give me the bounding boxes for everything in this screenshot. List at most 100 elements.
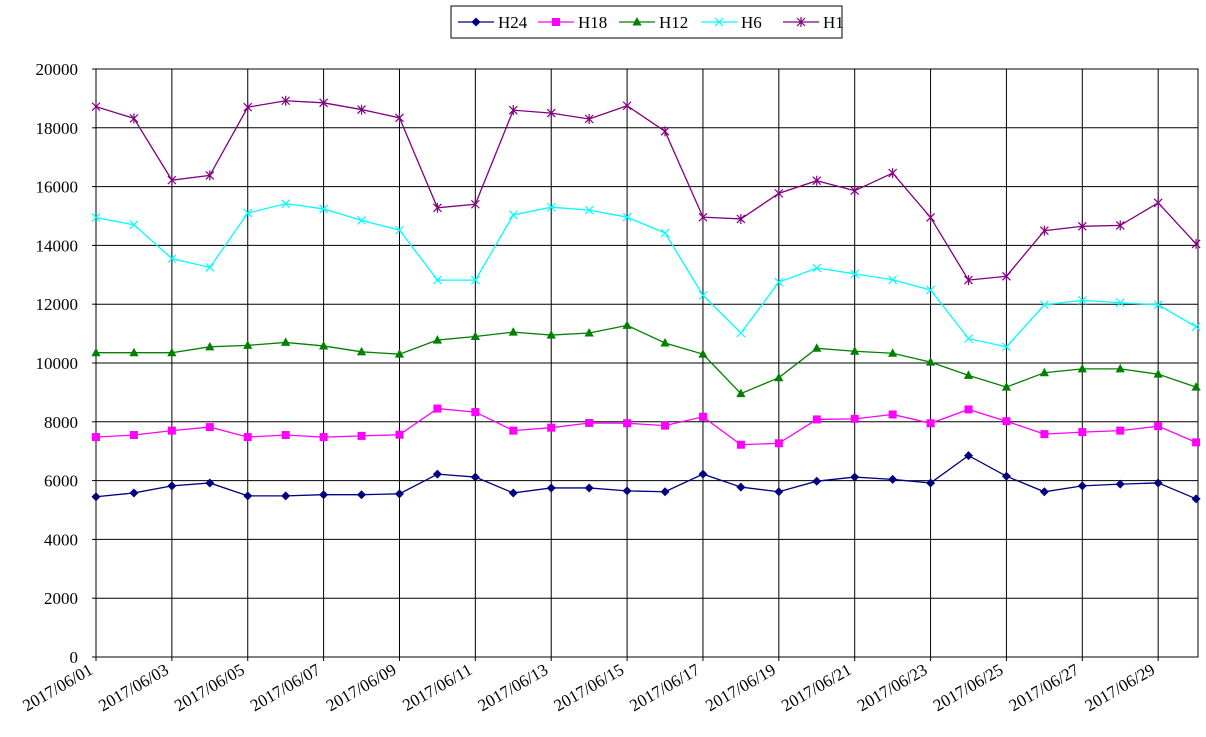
- data-point: [584, 328, 594, 337]
- data-point: [964, 275, 973, 286]
- data-point: [167, 254, 177, 264]
- data-point: [319, 204, 329, 214]
- data-point: [546, 202, 556, 212]
- legend-label: H6: [741, 13, 762, 32]
- data-point: [736, 388, 746, 398]
- data-point: [281, 337, 291, 346]
- x-tick-label: 2017/06/05: [171, 660, 248, 715]
- legend-label: H24: [498, 13, 528, 32]
- data-point: [812, 415, 821, 424]
- data-point: [243, 433, 252, 442]
- data-point: [622, 320, 632, 329]
- data-point: [963, 451, 973, 461]
- data-point: [281, 491, 291, 501]
- data-point: [774, 277, 784, 287]
- legend-marker: [471, 17, 481, 27]
- data-point: [547, 423, 556, 432]
- data-point: [964, 334, 973, 344]
- data-point: [1115, 220, 1125, 231]
- data-point: [964, 405, 973, 414]
- data-point: [91, 101, 101, 112]
- data-point: [432, 335, 443, 344]
- data-point: [1077, 221, 1087, 232]
- y-tick-label: 14000: [36, 236, 79, 255]
- data-point: [357, 431, 366, 440]
- data-point: [432, 202, 442, 213]
- data-point: [584, 113, 594, 124]
- data-point: [1153, 197, 1163, 208]
- x-tick-label: 2017/06/13: [475, 660, 552, 715]
- y-tick-label: 6000: [44, 472, 78, 491]
- data-point: [1115, 363, 1125, 373]
- x-tick-label: 2017/06/07: [247, 660, 324, 715]
- x-tick-label: 2017/06/23: [854, 660, 931, 715]
- data-point: [470, 275, 480, 285]
- legend-item-h1: H1: [783, 13, 844, 32]
- y-tick-label: 20000: [36, 60, 79, 79]
- data-point: [281, 431, 290, 440]
- data-point: [774, 439, 783, 448]
- x-axis: 2017/06/01 2017/06/03 2017/06/05 2017/06/07…: [19, 657, 1159, 715]
- data-point: [1115, 298, 1125, 308]
- y-tick-label: 0: [70, 648, 79, 667]
- data-point: [1191, 382, 1201, 391]
- data-point: [1153, 300, 1163, 310]
- data-point: [1078, 428, 1087, 437]
- data-point: [91, 492, 101, 502]
- grid-lines: [95, 68, 1199, 658]
- x-tick-label: 2017/06/29: [1082, 660, 1159, 715]
- data-point: [432, 469, 442, 479]
- data-point: [433, 404, 442, 413]
- data-point: [926, 285, 935, 295]
- data-point: [812, 175, 822, 186]
- data-point: [926, 212, 935, 223]
- data-point: [812, 343, 822, 352]
- data-point: [1039, 487, 1049, 497]
- data-point: [660, 487, 670, 497]
- data-point: [1039, 367, 1049, 377]
- data-point: [1191, 238, 1201, 249]
- data-point: [1077, 363, 1087, 373]
- data-point: [1153, 478, 1163, 488]
- data-point: [395, 112, 404, 123]
- data-point: [432, 275, 442, 285]
- data-point: [281, 199, 291, 209]
- data-point: [888, 168, 898, 179]
- data-point: [319, 433, 328, 442]
- data-point: [585, 418, 594, 427]
- data-point: [167, 481, 177, 491]
- series-line: [95, 407, 1197, 446]
- data-point: [319, 340, 329, 350]
- data-point: [470, 472, 480, 482]
- data-point: [357, 215, 366, 225]
- data-point: [357, 104, 366, 115]
- data-point: [963, 370, 974, 379]
- data-point: [926, 478, 936, 488]
- data-point: [850, 414, 859, 423]
- data-point: [205, 341, 215, 351]
- data-point: [774, 188, 784, 199]
- data-point: [584, 205, 594, 215]
- x-tick-label: 2017/06/09: [323, 660, 400, 715]
- data-point: [736, 328, 746, 338]
- legend-label: H12: [659, 13, 688, 32]
- data-point: [129, 431, 138, 440]
- legend-item-h24: H24: [458, 13, 528, 32]
- x-tick-label: 2017/06/25: [930, 660, 1007, 715]
- x-tick-label: 2017/06/21: [778, 660, 855, 715]
- y-tick-label: 18000: [36, 119, 79, 138]
- data-point: [698, 290, 708, 300]
- legend: H24 H18 H12 H6 H1: [450, 5, 844, 39]
- data-point: [698, 212, 708, 223]
- series-line: [96, 324, 1197, 395]
- data-point: [509, 426, 518, 435]
- data-point: [926, 419, 935, 428]
- data-point: [1002, 417, 1011, 426]
- series-h18: [92, 404, 1201, 449]
- data-point: [129, 488, 139, 498]
- data-point: [850, 472, 860, 482]
- data-point: [698, 349, 708, 358]
- data-point: [622, 212, 632, 222]
- data-point: [129, 113, 139, 124]
- x-tick-label: 2017/06/15: [551, 660, 628, 715]
